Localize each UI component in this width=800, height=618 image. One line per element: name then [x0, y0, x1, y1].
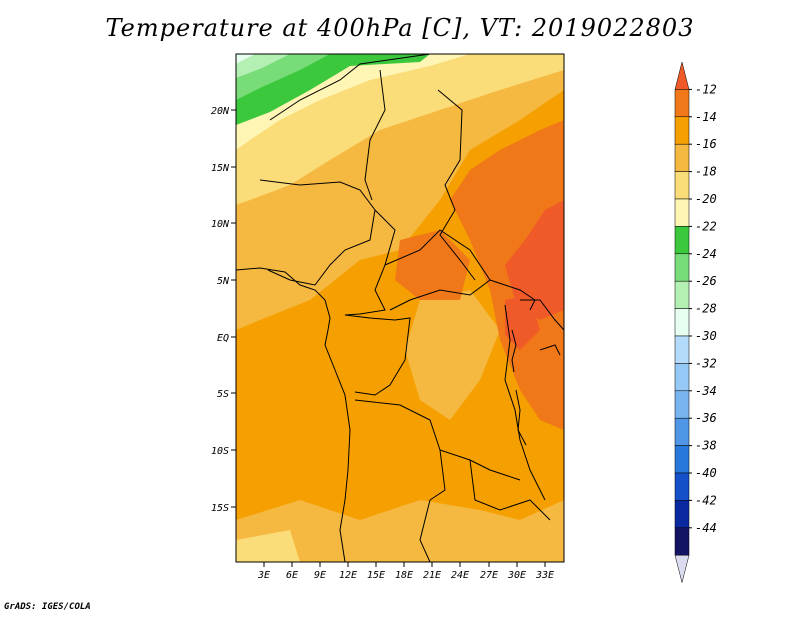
- colorbar-swatch: [674, 198, 690, 227]
- border-angola-zambia: [419, 449, 446, 562]
- border-chad-sudan: [437, 89, 476, 281]
- colorbar-swatch: [674, 390, 690, 419]
- lon-label: 6E: [286, 570, 298, 581]
- colorbar-top-arrow: [674, 61, 690, 90]
- border-south-sudan: [489, 279, 536, 311]
- lon-label: 15E: [367, 570, 385, 581]
- colorbar-label: -18: [695, 165, 717, 179]
- lon-label: 9E: [314, 570, 326, 581]
- band-minus18-south: [236, 500, 564, 562]
- colorbar-label: -14: [695, 110, 717, 124]
- colorbar-label: -24: [695, 247, 717, 261]
- lon-label: 33E: [535, 570, 554, 581]
- border-niger-chad: [364, 69, 386, 201]
- border-drc-east: [504, 304, 546, 501]
- colorbar-label: -12: [695, 82, 717, 96]
- colorbar-swatch: [674, 226, 690, 255]
- colorbar-swatch: [674, 308, 690, 337]
- colorbar-swatch: [674, 116, 690, 145]
- border-nigeria: [259, 179, 376, 286]
- border-lake-3: [539, 344, 561, 356]
- lat-label: 5S: [217, 389, 229, 400]
- lon-label: 30E: [507, 570, 526, 581]
- colorbar-label: -42: [695, 493, 717, 507]
- longitude-axis: 3E 6E 9E 12E 15E 18E 21E 24E 27E 30E 33E: [257, 562, 554, 581]
- map-title: Temperature at 400hPa [C], VT: 201902280…: [105, 14, 695, 42]
- lat-label: 20N: [211, 106, 230, 117]
- lon-label: 24E: [451, 570, 469, 581]
- colorbar-label: -20: [695, 192, 717, 206]
- credit-text: GrADS: IGES/COLA: [4, 602, 91, 612]
- temperature-field: [236, 54, 564, 562]
- lon-label: 18E: [395, 570, 413, 581]
- colorbar-label: -32: [695, 356, 717, 370]
- lat-label: 15N: [211, 163, 230, 174]
- lat-label: 10S: [211, 446, 229, 457]
- colorbar-swatch: [674, 527, 690, 556]
- band-minus28: [236, 54, 290, 78]
- colorbar-bottom-arrow: [674, 554, 690, 583]
- border-cameroon: [344, 209, 396, 316]
- lon-label: 27E: [480, 570, 498, 581]
- colorbar-swatch: [674, 445, 690, 474]
- band-minus18-sw: [236, 530, 300, 562]
- border-congo: [344, 314, 411, 396]
- colorbar-label: -26: [695, 274, 717, 288]
- border-east-africa: [520, 299, 564, 331]
- band-minus18-center: [405, 290, 500, 420]
- colorbar-swatch: [674, 171, 690, 200]
- colorbar-label: -16: [695, 137, 717, 151]
- country-borders: [236, 54, 564, 562]
- latitude-axis: 20N 15N 10N 5N EQ 5S 10S 15S: [211, 106, 236, 514]
- band-minus14-east: [450, 120, 564, 430]
- colorbar-swatch: [674, 280, 690, 309]
- colorbar-swatch: [674, 253, 690, 282]
- lon-label: 21E: [423, 570, 441, 581]
- colorbar-swatch: [674, 335, 690, 364]
- lon-label: 3E: [257, 570, 270, 581]
- lat-label: 5N: [217, 276, 230, 287]
- colorbar-label: -40: [695, 466, 717, 480]
- colorbar-label: -44: [695, 521, 717, 535]
- border-zambia: [469, 459, 551, 521]
- border-lake-1: [511, 329, 517, 373]
- border-coast-west: [236, 267, 351, 562]
- colorbar-label: -34: [695, 384, 717, 398]
- colorbar-label: -38: [695, 439, 717, 453]
- colorbar-swatch: [674, 143, 690, 172]
- band-minus30: [236, 54, 255, 64]
- colorbar-label: -22: [695, 219, 717, 233]
- colorbar-label: -28: [695, 302, 717, 316]
- lon-label: 12E: [339, 570, 357, 581]
- colorbar: -12 -14 -16 -18 -20 -22 -24 -26 -28 -30 -32 -34 -36 -…: [674, 61, 717, 583]
- colorbar-swatch: [674, 472, 690, 501]
- border-lake-2: [515, 389, 527, 446]
- lat-label: EQ: [217, 333, 229, 344]
- band-minus14-center: [395, 230, 470, 300]
- lat-label: 15S: [211, 503, 229, 514]
- colorbar-swatch: [674, 363, 690, 392]
- colorbar-swatch: [674, 500, 690, 529]
- colorbar-swatch: [674, 89, 690, 118]
- colorbar-label: -36: [695, 411, 717, 425]
- lat-label: 10N: [211, 219, 230, 230]
- colorbar-swatch: [674, 417, 690, 446]
- map-frame: [235, 53, 565, 563]
- border-niger-algeria: [269, 54, 431, 121]
- colorbar-label: -30: [695, 329, 717, 343]
